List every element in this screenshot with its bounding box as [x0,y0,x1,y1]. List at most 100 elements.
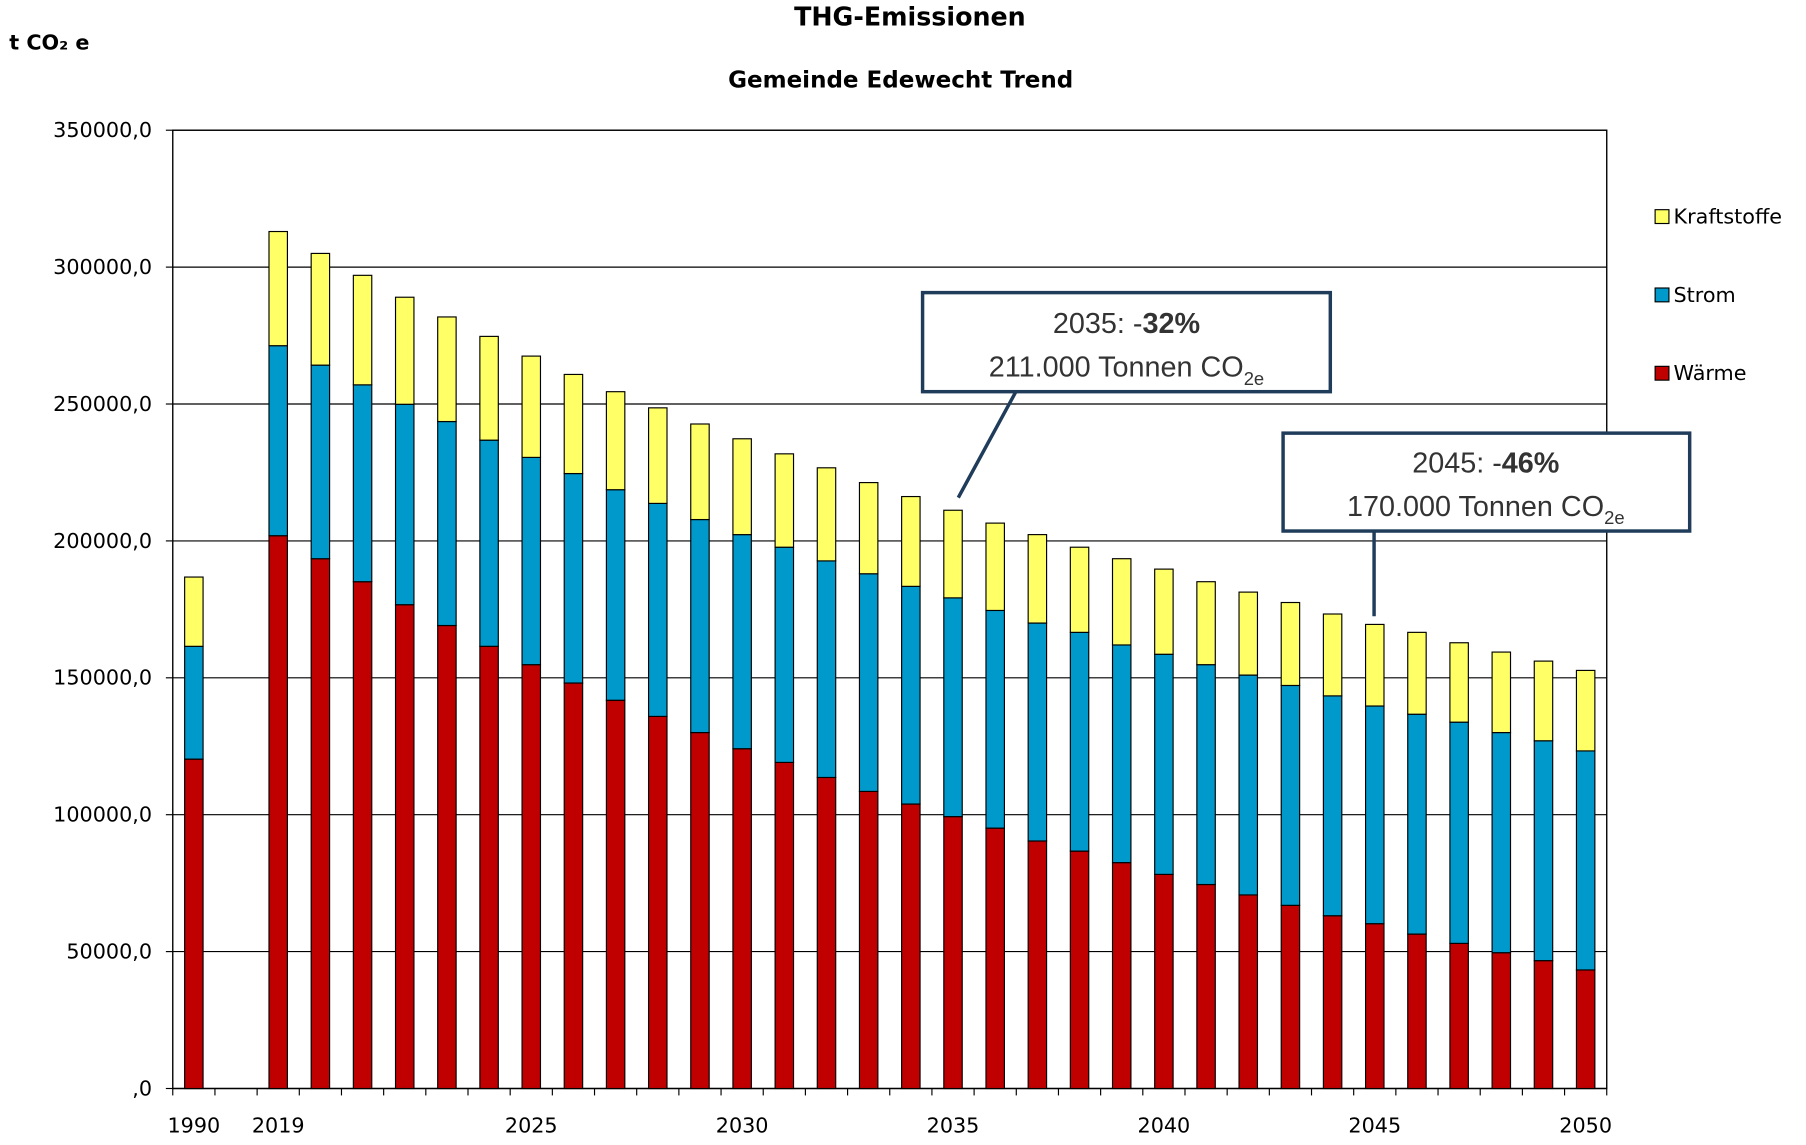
bar-segment [774,761,795,1090]
bar-segment [268,230,288,347]
bar-segment [1491,952,1512,1090]
bar-segment [1449,942,1469,1090]
bar-segment [310,558,331,1090]
bar-segment [647,715,668,1090]
bar-segment [1154,873,1174,1090]
x-tick-label: 2050 [1559,1113,1612,1137]
bar-segment [352,274,373,386]
legend-swatch [1654,209,1670,225]
bar-segment [1364,705,1385,925]
bar-segment [1196,883,1216,1090]
bar-segment [985,827,1005,1090]
bar-segment [605,489,626,701]
y-tick-label: 50000,0 [66,940,152,964]
bar-segment [521,664,542,1090]
bar-segment [647,502,668,717]
bar-segment [1364,623,1385,707]
bar-segment [1533,740,1554,962]
bar-segment [901,585,921,805]
bar-segment [1069,850,1090,1090]
annotation-text: 211.000 Tonnen CO2e [989,352,1264,389]
y-tick-label: 250000,0 [53,392,152,416]
x-tick-label: 2019 [252,1113,305,1137]
bar-segment [605,699,626,1090]
annotation: 2035: -32% 211.000 Tonnen CO2e [920,290,1333,499]
bar-segment [563,373,584,475]
bar-segment [1575,750,1596,971]
bar-segment [732,438,752,536]
legend-label: Wärme [1674,361,1747,385]
annotation-emphasis: 32% [1142,308,1200,340]
x-tick-label: 1990 [167,1113,220,1137]
annotation-text: 170.000 Tonnen CO2e [1347,491,1625,528]
annotation-box [1281,431,1692,533]
bar-segment [1533,660,1554,742]
legend-label: Kraftstoffe [1674,205,1782,229]
bar-segment [1449,721,1469,944]
bar-segment [1069,631,1090,852]
bar-segment [563,682,584,1090]
annotation-prefix: 2045: - [1412,447,1502,479]
plot: ,0 50000,0 100000,0 150000,0 200000,0 250000,… [53,118,1782,1137]
bar-segment [690,518,710,734]
bar-segment [184,576,204,647]
bar-segment [1196,581,1216,666]
x-tick-label: 2045 [1348,1113,1401,1137]
bar-segment [1111,558,1132,646]
annotation-subscript: 2e [1244,368,1264,389]
bar-segment [985,522,1005,612]
bar-segment [521,355,542,458]
bar-segment [943,816,963,1090]
y-tick-label: ,0 [132,1076,152,1100]
bar-segment [816,467,837,562]
bar-segment [1575,969,1596,1090]
y-tick-label: 300000,0 [53,255,152,279]
bar-segment [563,472,584,684]
bar-segment [1407,933,1427,1090]
bar-segment [479,335,499,441]
bar-segment [437,624,457,1090]
bar-segment [1491,731,1512,954]
bar-segment [901,803,921,1090]
y-tick-label: 200000,0 [53,529,152,553]
bar-segment [732,534,752,750]
bar-segment [1196,664,1216,886]
bar-segment [985,609,1005,829]
bar-segment [1575,669,1596,752]
bar-segment [437,316,457,423]
bar-segment [1407,631,1427,715]
annotation-line [956,390,1018,499]
y-tick-label: 350000,0 [53,118,152,142]
bar-segment [1280,601,1301,687]
annotation-emphasis: 46% [1502,447,1560,479]
bar-segment [690,423,710,521]
bar-segment [1407,713,1427,935]
bar-segment [1027,840,1048,1090]
bar-segment [774,546,795,763]
bar-segment [184,645,204,760]
bar-segment [352,581,373,1090]
bar-segment [901,495,921,587]
bar-segment [310,364,331,560]
bar-segment [774,453,795,548]
bar-segment [1533,960,1554,1090]
legend-swatch [1654,365,1670,381]
annotation-value: 211.000 Tonnen CO [989,352,1244,384]
bar-segment [858,790,879,1090]
bar-segment [1322,613,1343,697]
legend-swatch [1654,287,1670,303]
y-tick-label: 100000,0 [53,803,152,827]
bar-segment [1322,915,1343,1090]
bar-segment [394,296,415,405]
bar-segment [1238,674,1259,896]
annotation-value: 170.000 Tonnen CO [1347,491,1604,523]
bar-segment [479,439,499,647]
bar-segment [1238,591,1259,676]
x-tick-label: 2025 [505,1113,558,1137]
bar-segment [268,535,288,1090]
legend-label: Strom [1674,283,1736,307]
y-axis-label: t CO₂ e [9,31,89,55]
annotation-text: 2045: -46% [1412,447,1559,479]
x-tick-label: 2030 [716,1113,769,1137]
